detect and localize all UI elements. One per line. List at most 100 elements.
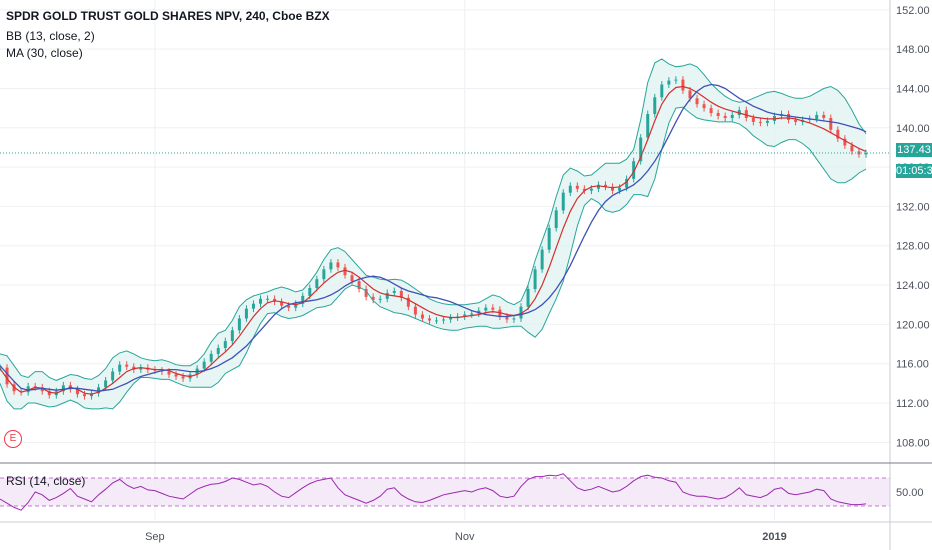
rsi-tick-label: 50.00 (896, 487, 924, 499)
candle-body (427, 318, 431, 321)
candle-body (484, 307, 488, 311)
moving-average-legend[interactable]: MA (30, close) (6, 46, 83, 60)
candle-body (61, 385, 65, 392)
candle-body (223, 341, 227, 348)
candle-body (575, 185, 579, 189)
candle-body (716, 113, 720, 116)
candle-body (294, 303, 298, 308)
candle-body (97, 387, 101, 394)
candle-body (26, 386, 30, 393)
last-price-tag: 137.43 (896, 143, 932, 157)
candle-body (646, 114, 650, 138)
candle-body (174, 374, 178, 377)
y-tick-label: 108.00 (896, 437, 930, 449)
candle-body (350, 275, 354, 282)
x-tick-label: Sep (145, 531, 165, 543)
candle-body (82, 394, 86, 397)
candle-body (167, 371, 171, 375)
candle-body (266, 298, 270, 300)
candle-body (561, 192, 565, 211)
rsi-line (0, 473, 867, 511)
candle-body (625, 178, 629, 188)
candle-body (589, 188, 593, 191)
rsi-pane (0, 473, 890, 511)
candle-body (40, 387, 44, 392)
candle-body (836, 129, 840, 139)
x-tick-label: Nov (455, 531, 475, 543)
candle-body (392, 290, 396, 293)
candle-body (343, 267, 347, 276)
candles-layer (0, 76, 868, 400)
bollinger-legend[interactable]: BB (13, close, 2) (6, 29, 95, 43)
candle-body (864, 153, 868, 155)
candle-body (618, 187, 622, 191)
candle-body (822, 115, 826, 118)
bollinger-basis-line (0, 85, 867, 395)
candle-body (435, 320, 439, 322)
candle-body (526, 288, 530, 307)
candle-body (709, 108, 713, 114)
candle-body (181, 376, 185, 379)
candle-body (336, 262, 340, 268)
candle-body (787, 114, 791, 120)
candle-body (0, 367, 2, 369)
candle-body (357, 281, 361, 289)
y-tick-label: 144.00 (896, 83, 930, 95)
candle-body (378, 298, 382, 300)
candle-body (315, 279, 319, 289)
candle-body (301, 295, 305, 304)
candle-body (554, 210, 558, 229)
candle-body (702, 104, 706, 109)
candle-body (406, 297, 410, 307)
candle-body (280, 301, 284, 306)
candle-body (202, 361, 206, 369)
candle-body (118, 364, 122, 372)
y-tick-label: 120.00 (896, 319, 930, 331)
y-tick-label: 124.00 (896, 280, 930, 292)
candle-body (139, 367, 143, 370)
candle-body (463, 314, 467, 317)
candle-body (794, 119, 798, 122)
candle-body (547, 228, 551, 250)
candle-body (540, 249, 544, 270)
candle-body (660, 84, 664, 98)
candle-body (843, 138, 847, 146)
rsi-band-fill (0, 478, 890, 506)
rsi-legend[interactable]: RSI (14, close) (6, 474, 86, 488)
candle-body (744, 110, 748, 118)
candle-body (287, 305, 291, 308)
candle-body (420, 314, 424, 319)
candle-body (104, 380, 108, 388)
candle-body (209, 353, 213, 362)
candle-body (596, 184, 600, 189)
x-tick-label: 2019 (762, 531, 786, 543)
candle-body (758, 121, 762, 123)
candle-body (723, 115, 727, 118)
candle-body (308, 288, 312, 296)
candle-body (216, 347, 220, 354)
candle-body (5, 367, 9, 385)
y-tick-label: 140.00 (896, 123, 930, 135)
y-tick-label: 148.00 (896, 44, 930, 56)
y-tick-label: 116.00 (896, 359, 929, 371)
candle-body (251, 303, 255, 309)
candle-body (603, 184, 607, 187)
candle-body (632, 161, 636, 179)
candle-body (399, 290, 403, 298)
candle-body (111, 371, 115, 381)
candle-body (850, 145, 854, 152)
candle-body (413, 306, 417, 315)
y-tick-label: 128.00 (896, 241, 930, 253)
candle-body (385, 292, 389, 299)
candle-body (611, 186, 615, 191)
candle-body (688, 90, 692, 99)
bollinger-upper-line (0, 58, 867, 381)
earnings-marker-icon[interactable]: E (4, 430, 22, 448)
candle-body (653, 97, 657, 115)
candle-body (681, 79, 685, 91)
candle-body (244, 308, 248, 319)
chart-grid (0, 0, 890, 520)
candle-body (322, 269, 326, 280)
